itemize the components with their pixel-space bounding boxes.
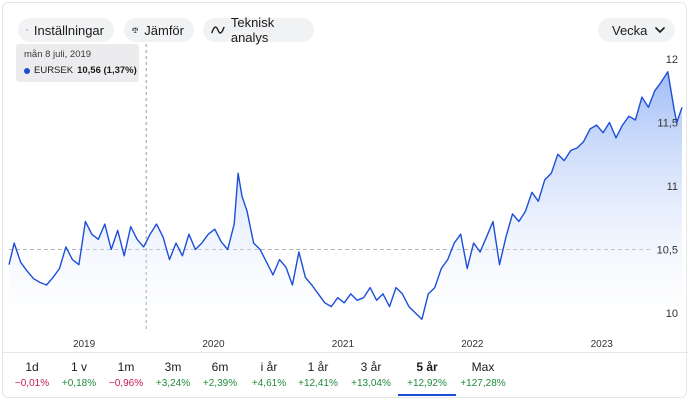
technical-analysis-label: Teknisk analys bbox=[230, 15, 275, 45]
divider bbox=[2, 352, 688, 353]
tooltip-value: 10,56 (1,37%) bbox=[77, 65, 137, 76]
range-label: Max bbox=[471, 360, 495, 374]
technical-analysis-button[interactable]: Teknisk analys bbox=[203, 15, 314, 45]
settings-label: Inställningar bbox=[33, 22, 104, 38]
range-option-9[interactable]: Max +127,28% bbox=[454, 358, 512, 391]
settings-button[interactable]: Inställningar bbox=[18, 18, 114, 42]
range-option-5[interactable]: i år +4,61% bbox=[240, 358, 298, 391]
interval-dropdown[interactable]: Vecka bbox=[598, 18, 675, 42]
trend-line-icon bbox=[211, 26, 225, 34]
range-change: +2,39% bbox=[202, 378, 238, 389]
range-option-7[interactable]: 3 år +13,04% bbox=[342, 358, 400, 391]
y-tick-label: 10,5 bbox=[657, 244, 678, 256]
range-option-8[interactable]: 5 år +12,92% bbox=[398, 358, 456, 396]
compare-button[interactable]: Jämför bbox=[124, 18, 194, 42]
x-tick-label: 2021 bbox=[332, 339, 355, 350]
y-tick-label: 11 bbox=[667, 181, 678, 193]
range-change: +12,41% bbox=[298, 378, 338, 389]
range-change: +12,92% bbox=[407, 378, 447, 389]
range-option-4[interactable]: 6m +2,39% bbox=[191, 358, 249, 391]
y-tick-label: 11,5 bbox=[657, 118, 678, 130]
range-label: 6m bbox=[211, 360, 229, 374]
hover-tooltip: mån 8 juli, 2019 EURSEK 10,56 (1,37%) bbox=[16, 44, 139, 82]
chevron-down-icon bbox=[655, 27, 665, 34]
range-option-2[interactable]: 1m −0,96% bbox=[97, 358, 155, 391]
tooltip-series-name: EURSEK bbox=[34, 65, 74, 76]
x-tick-label: 2020 bbox=[202, 339, 225, 350]
price-line bbox=[8, 71, 683, 320]
range-selector: 1d −0,01% 1 v +0,18% 1m −0,96% 3m +3,24% 6m +2,39… bbox=[0, 358, 690, 398]
range-change: +3,24% bbox=[155, 378, 191, 389]
range-label: 1 v bbox=[70, 360, 87, 374]
tooltip-series-row: EURSEK 10,56 (1,37%) bbox=[24, 65, 137, 76]
price-chart[interactable]: 12 11,5 11 10,5 10 2019 2020 2021 2022 2023 bbox=[0, 0, 690, 352]
y-tick-label: 10 bbox=[666, 308, 678, 320]
interval-value: Vecka bbox=[612, 22, 648, 38]
scale-icon bbox=[132, 27, 139, 33]
range-label: 3 år bbox=[360, 360, 382, 374]
range-change: +13,04% bbox=[351, 378, 391, 389]
range-option-6[interactable]: 1 år +12,41% bbox=[289, 358, 347, 391]
range-change: −0,96% bbox=[108, 378, 144, 389]
range-option-0[interactable]: 1d −0,01% bbox=[3, 358, 61, 391]
range-change: +0,18% bbox=[61, 378, 97, 389]
x-tick-label: 2023 bbox=[591, 339, 614, 350]
range-label: 1 år bbox=[307, 360, 329, 374]
series-dot-icon bbox=[24, 67, 30, 74]
range-change: +127,28% bbox=[460, 378, 506, 389]
x-tick-label: 2019 bbox=[73, 339, 96, 350]
range-label: 1d bbox=[25, 360, 39, 374]
compare-label: Jämför bbox=[144, 22, 184, 38]
range-label: 1m bbox=[117, 360, 135, 374]
range-label: i år bbox=[260, 360, 278, 374]
range-option-3[interactable]: 3m +3,24% bbox=[144, 358, 202, 391]
x-tick-label: 2022 bbox=[461, 339, 484, 350]
gear-icon bbox=[26, 29, 28, 31]
range-change: +4,61% bbox=[251, 378, 287, 389]
tooltip-date: mån 8 juli, 2019 bbox=[24, 49, 92, 60]
range-label: 3m bbox=[164, 360, 182, 374]
range-option-1[interactable]: 1 v +0,18% bbox=[50, 358, 108, 391]
range-change: −0,01% bbox=[14, 378, 50, 389]
price-area-fill bbox=[9, 71, 682, 332]
range-label: 5 år bbox=[416, 360, 438, 374]
y-tick-label: 12 bbox=[666, 54, 678, 66]
